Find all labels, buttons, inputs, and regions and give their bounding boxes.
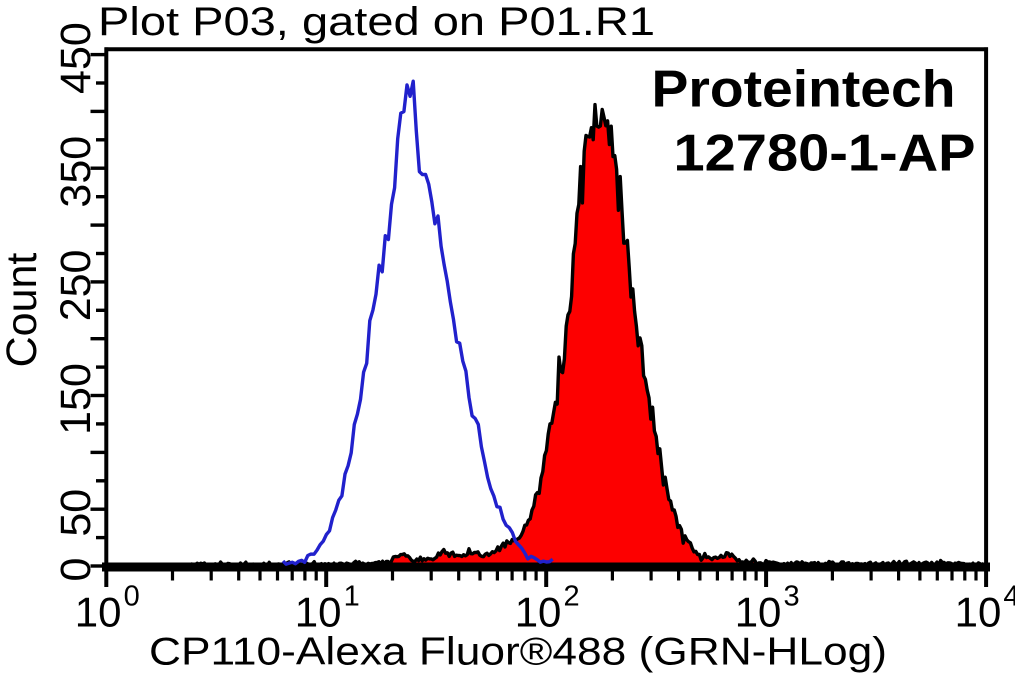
svg-text:0: 0 xyxy=(52,558,100,582)
svg-text:10: 10 xyxy=(735,589,782,636)
svg-text:0: 0 xyxy=(124,581,140,613)
svg-text:Count: Count xyxy=(0,253,46,368)
svg-text:10: 10 xyxy=(955,589,1002,636)
svg-text:3: 3 xyxy=(784,581,800,613)
svg-text:450: 450 xyxy=(52,22,100,94)
svg-text:350: 350 xyxy=(52,136,100,208)
svg-text:Proteintech: Proteintech xyxy=(652,61,956,119)
svg-text:150: 150 xyxy=(52,363,100,435)
svg-text:10: 10 xyxy=(295,589,342,636)
svg-text:10: 10 xyxy=(75,589,122,636)
svg-text:4: 4 xyxy=(1003,581,1015,613)
svg-text:CP110-Alexa Fluor®488 (GRN-HLo: CP110-Alexa Fluor®488 (GRN-HLog) xyxy=(149,631,887,674)
svg-text:250: 250 xyxy=(52,250,100,322)
svg-text:Plot P03, gated on P01.R1: Plot P03, gated on P01.R1 xyxy=(98,0,655,44)
svg-text:2: 2 xyxy=(564,581,580,613)
svg-text:50: 50 xyxy=(52,489,100,537)
svg-text:1: 1 xyxy=(344,581,360,613)
svg-text:12780-1-AP: 12780-1-AP xyxy=(674,124,976,182)
svg-text:10: 10 xyxy=(515,589,562,636)
